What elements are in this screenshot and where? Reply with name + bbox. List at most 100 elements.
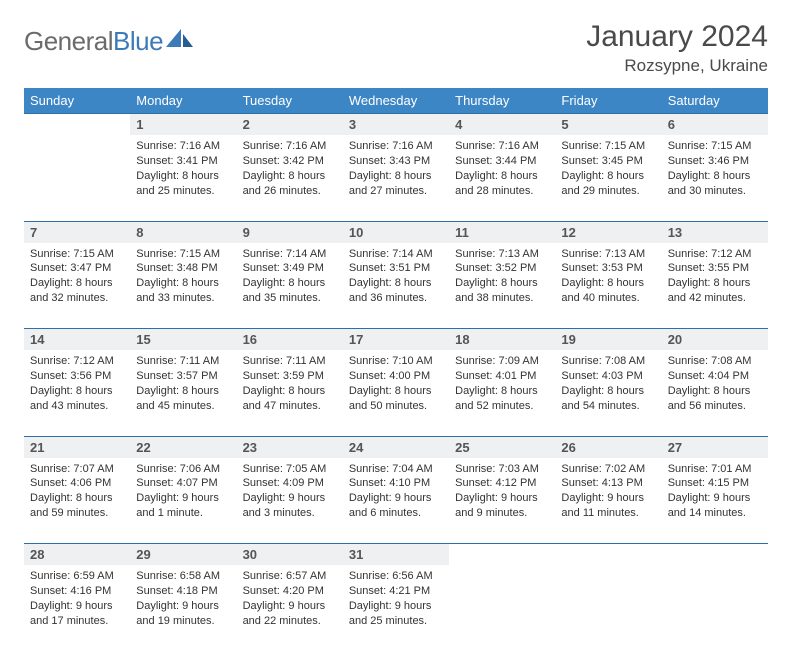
day-number-cell: 14 [24, 329, 130, 351]
day-info-line: Sunset: 4:20 PM [243, 584, 337, 599]
day-info-line: and 9 minutes. [455, 506, 549, 521]
calendar-table: Sunday Monday Tuesday Wednesday Thursday… [24, 88, 768, 651]
day-content-cell: Sunrise: 6:59 AMSunset: 4:16 PMDaylight:… [24, 565, 130, 651]
day-number-cell: 22 [130, 436, 236, 458]
day-content-cell: Sunrise: 7:08 AMSunset: 4:03 PMDaylight:… [555, 350, 661, 436]
day-content-cell: Sunrise: 7:04 AMSunset: 4:10 PMDaylight:… [343, 458, 449, 544]
day-content-cell: Sunrise: 7:14 AMSunset: 3:49 PMDaylight:… [237, 243, 343, 329]
day-info-line: Sunset: 4:12 PM [455, 476, 549, 491]
day-info-line: Sunset: 3:41 PM [136, 154, 230, 169]
day-info-line: Sunrise: 6:59 AM [30, 569, 124, 584]
day-info-line: Sunset: 4:04 PM [668, 369, 762, 384]
day-info-line: Sunset: 3:55 PM [668, 261, 762, 276]
day-info-line: Sunrise: 7:01 AM [668, 462, 762, 477]
day-content-cell: Sunrise: 6:57 AMSunset: 4:20 PMDaylight:… [237, 565, 343, 651]
day-info-line: Sunrise: 7:02 AM [561, 462, 655, 477]
day-content-cell: Sunrise: 7:13 AMSunset: 3:52 PMDaylight:… [449, 243, 555, 329]
day-number-row: 14151617181920 [24, 329, 768, 351]
day-info-line: and 59 minutes. [30, 506, 124, 521]
day-info-line: Sunrise: 7:15 AM [30, 247, 124, 262]
day-content-cell: Sunrise: 7:07 AMSunset: 4:06 PMDaylight:… [24, 458, 130, 544]
day-content-cell: Sunrise: 7:06 AMSunset: 4:07 PMDaylight:… [130, 458, 236, 544]
day-info-line: and 17 minutes. [30, 614, 124, 629]
day-info-line: Daylight: 8 hours [136, 384, 230, 399]
day-info-line: Sunrise: 7:16 AM [243, 139, 337, 154]
day-info-line: Sunset: 3:47 PM [30, 261, 124, 276]
day-number-cell: 28 [24, 544, 130, 566]
day-info-line: and 43 minutes. [30, 399, 124, 414]
day-info-line: Daylight: 8 hours [243, 276, 337, 291]
day-info-line: Sunset: 3:51 PM [349, 261, 443, 276]
day-info-line: Sunset: 3:48 PM [136, 261, 230, 276]
weekday-header-row: Sunday Monday Tuesday Wednesday Thursday… [24, 88, 768, 114]
weekday-header: Monday [130, 88, 236, 114]
weekday-header: Wednesday [343, 88, 449, 114]
day-info-line: Sunrise: 7:11 AM [243, 354, 337, 369]
day-info-line: Sunrise: 7:14 AM [349, 247, 443, 262]
page-header: GeneralBlue January 2024 Rozsypne, Ukrai… [24, 20, 768, 76]
day-info-line: Sunset: 4:10 PM [349, 476, 443, 491]
day-info-line: and 25 minutes. [136, 184, 230, 199]
day-info-line: and 35 minutes. [243, 291, 337, 306]
day-info-line: Daylight: 8 hours [561, 276, 655, 291]
day-content-cell [555, 565, 661, 651]
day-info-line: Sunset: 3:52 PM [455, 261, 549, 276]
day-info-line: Daylight: 9 hours [136, 491, 230, 506]
day-content-cell: Sunrise: 7:15 AMSunset: 3:45 PMDaylight:… [555, 135, 661, 221]
day-info-line: Sunrise: 7:12 AM [668, 247, 762, 262]
day-info-line: Daylight: 9 hours [668, 491, 762, 506]
day-info-line: Sunrise: 6:56 AM [349, 569, 443, 584]
day-info-line: Sunrise: 7:12 AM [30, 354, 124, 369]
day-info-line: Sunrise: 7:11 AM [136, 354, 230, 369]
day-info-line: Daylight: 8 hours [668, 384, 762, 399]
day-content-cell: Sunrise: 7:12 AMSunset: 3:55 PMDaylight:… [662, 243, 768, 329]
day-number-cell: 2 [237, 114, 343, 136]
day-number-cell [662, 544, 768, 566]
day-content-cell: Sunrise: 7:05 AMSunset: 4:09 PMDaylight:… [237, 458, 343, 544]
day-info-line: Daylight: 9 hours [243, 599, 337, 614]
day-number-row: 21222324252627 [24, 436, 768, 458]
day-number-cell: 8 [130, 221, 236, 243]
day-number-cell: 21 [24, 436, 130, 458]
day-info-line: Sunset: 3:59 PM [243, 369, 337, 384]
day-info-line: and 3 minutes. [243, 506, 337, 521]
day-number-cell: 16 [237, 329, 343, 351]
day-number-cell: 30 [237, 544, 343, 566]
day-info-line: and 28 minutes. [455, 184, 549, 199]
day-info-line: Daylight: 8 hours [561, 169, 655, 184]
day-info-line: Sunrise: 7:03 AM [455, 462, 549, 477]
day-info-line: Daylight: 8 hours [243, 384, 337, 399]
day-info-line: Sunset: 3:43 PM [349, 154, 443, 169]
day-info-line: Daylight: 8 hours [455, 276, 549, 291]
day-content-cell: Sunrise: 7:13 AMSunset: 3:53 PMDaylight:… [555, 243, 661, 329]
day-content-cell: Sunrise: 7:10 AMSunset: 4:00 PMDaylight:… [343, 350, 449, 436]
day-info-line: and 29 minutes. [561, 184, 655, 199]
day-info-line: and 54 minutes. [561, 399, 655, 414]
day-info-line: Sunrise: 7:05 AM [243, 462, 337, 477]
day-content-cell: Sunrise: 7:16 AMSunset: 3:42 PMDaylight:… [237, 135, 343, 221]
brand-logo: GeneralBlue [24, 26, 195, 57]
day-info-line: Daylight: 9 hours [30, 599, 124, 614]
day-number-cell: 25 [449, 436, 555, 458]
day-number-cell: 9 [237, 221, 343, 243]
day-info-line: Daylight: 8 hours [30, 491, 124, 506]
day-info-line: Sunset: 4:01 PM [455, 369, 549, 384]
day-content-cell: Sunrise: 6:58 AMSunset: 4:18 PMDaylight:… [130, 565, 236, 651]
day-info-line: and 33 minutes. [136, 291, 230, 306]
day-info-line: Sunrise: 7:15 AM [668, 139, 762, 154]
day-info-line: Daylight: 9 hours [561, 491, 655, 506]
day-number-cell: 27 [662, 436, 768, 458]
day-number-row: 28293031 [24, 544, 768, 566]
day-number-cell: 29 [130, 544, 236, 566]
day-number-row: 123456 [24, 114, 768, 136]
day-info-line: Sunset: 4:09 PM [243, 476, 337, 491]
day-info-line: Daylight: 8 hours [30, 276, 124, 291]
day-info-line: Sunset: 4:13 PM [561, 476, 655, 491]
day-info-line: and 26 minutes. [243, 184, 337, 199]
day-number-cell: 31 [343, 544, 449, 566]
day-info-line: Sunrise: 7:08 AM [561, 354, 655, 369]
weekday-header: Tuesday [237, 88, 343, 114]
day-info-line: Sunset: 3:45 PM [561, 154, 655, 169]
day-info-line: Daylight: 8 hours [349, 276, 443, 291]
day-content-cell: Sunrise: 7:15 AMSunset: 3:48 PMDaylight:… [130, 243, 236, 329]
